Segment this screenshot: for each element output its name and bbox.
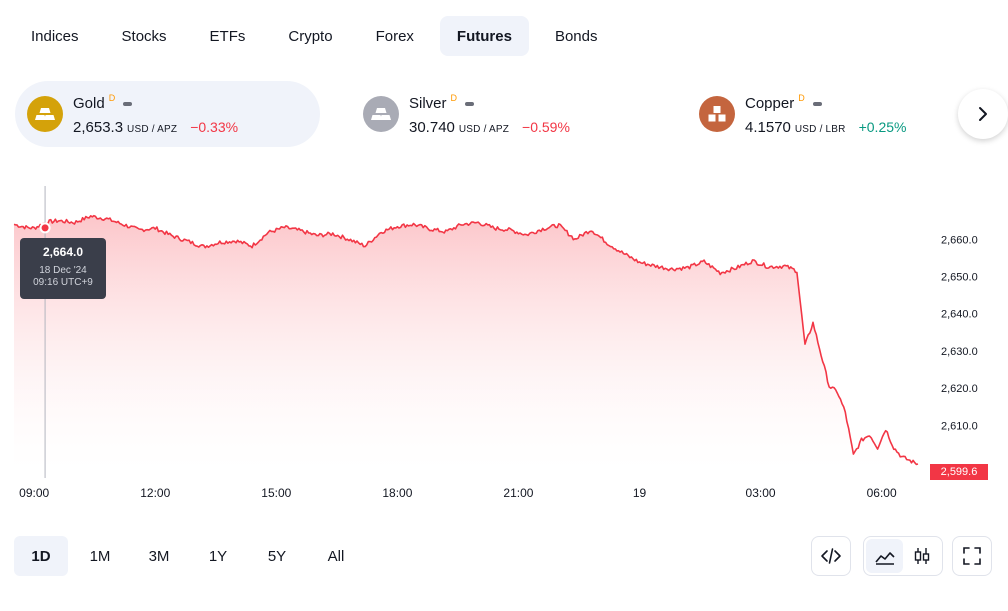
fullscreen-button[interactable] (952, 536, 992, 576)
symbol-card-copper[interactable]: Copper D 4.1570 USD / LBR +0.25% (687, 81, 955, 147)
x-axis-tick-label: 15:00 (261, 486, 291, 500)
symbol-price: 30.740 (409, 118, 455, 136)
range-1d-button[interactable]: 1D (14, 536, 68, 576)
symbol-name: Gold (73, 95, 105, 112)
tab-indices[interactable]: Indices (31, 27, 79, 45)
area-style-button[interactable] (866, 539, 903, 573)
market-status-icon (123, 101, 133, 106)
market-status-icon (465, 101, 475, 106)
candle-style-button[interactable] (903, 539, 940, 573)
range-1m-button[interactable]: 1M (89, 547, 111, 565)
range-1y-button[interactable]: 1Y (208, 547, 228, 565)
symbol-unit: USD / APZ (127, 123, 178, 135)
crosshair-tooltip: 2,664.0 18 Dec '24 09:16 UTC+9 (20, 238, 106, 299)
x-axis-tick-label: 21:00 (503, 486, 533, 500)
y-axis-tick-label: 2,620.0 (941, 383, 978, 395)
y-axis-tick-label: 2,660.0 (941, 234, 978, 246)
area-chart-icon (874, 552, 895, 565)
tab-futures[interactable]: Futures (439, 16, 529, 56)
next-symbols-button[interactable] (958, 89, 1008, 139)
symbol-cards: Gold D 2,653.3 USD / APZ −0.33% Silver D… (15, 81, 955, 147)
crosshair-point (39, 222, 51, 234)
silver-bars-icon (363, 96, 399, 132)
x-axis-tick-label: 18:00 (382, 486, 412, 500)
tooltip-date: 18 Dec '24 (39, 265, 87, 276)
tooltip-time: 09:16 UTC+9 (33, 277, 93, 288)
market-status-icon (812, 101, 822, 106)
symbol-change: −0.33% (190, 118, 239, 135)
x-axis-tick-label: 09:00 (19, 486, 49, 500)
price-area-fill (14, 215, 918, 470)
tab-forex[interactable]: Forex (375, 27, 414, 45)
range-selector: 1D 1M 3M 1Y 5Y All (14, 536, 368, 576)
range-all-button[interactable]: All (327, 547, 345, 565)
symbol-unit: USD / APZ (458, 123, 510, 135)
tab-etfs[interactable]: ETFs (209, 27, 246, 45)
x-axis-tick-label: 03:00 (746, 486, 776, 500)
fullscreen-icon (963, 547, 981, 565)
price-chart[interactable]: 2,660.0 2,650.0 2,640.0 2,630.0 2,620.0 2,610… (0, 150, 1008, 510)
last-price-label: 2,599.6 (930, 464, 988, 480)
market-category-tabs: Indices Stocks ETFs Crypto Forex Futures… (14, 16, 623, 56)
delayed-data-badge: D (450, 92, 458, 103)
y-axis-tick-label: 2,640.0 (941, 309, 978, 321)
x-axis-tick-label: 06:00 (867, 486, 897, 500)
y-axis-tick-label: 2,630.0 (941, 346, 978, 358)
code-icon (821, 548, 841, 564)
symbol-change: −0.59% (522, 118, 570, 135)
symbol-card-gold[interactable]: Gold D 2,653.3 USD / APZ −0.33% (15, 81, 320, 147)
embed-code-button[interactable] (811, 536, 851, 576)
tab-crypto[interactable]: Crypto (288, 27, 333, 45)
tab-bonds[interactable]: Bonds (554, 27, 598, 45)
tab-stocks[interactable]: Stocks (121, 27, 167, 45)
symbol-card-silver[interactable]: Silver D 30.740 USD / APZ −0.59% (351, 81, 651, 147)
copper-blocks-icon (699, 96, 735, 132)
symbol-name: Copper (745, 95, 795, 112)
range-3m-button[interactable]: 3M (148, 547, 170, 565)
candlestick-icon (914, 548, 929, 564)
y-axis-tick-label: 2,610.0 (941, 420, 978, 432)
range-5y-button[interactable]: 5Y (267, 547, 287, 565)
x-axis-tick-label: 19 (633, 486, 647, 500)
price-line (13, 214, 919, 466)
symbol-name: Silver (409, 95, 447, 112)
gold-bars-icon (27, 96, 63, 132)
chart-style-toggle (863, 536, 943, 576)
y-axis-tick-label: 2,650.0 (941, 272, 978, 284)
symbol-change: +0.25% (858, 118, 907, 135)
symbol-price: 2,653.3 (73, 118, 124, 136)
delayed-data-badge: D (108, 92, 116, 103)
tooltip-value: 2,664.0 (42, 245, 84, 259)
chevron-right-icon (979, 107, 987, 121)
delayed-data-badge: D (798, 92, 805, 103)
symbol-price: 4.1570 (745, 118, 791, 136)
symbol-unit: USD / LBR (794, 123, 846, 135)
x-axis-tick-label: 12:00 (140, 486, 170, 500)
